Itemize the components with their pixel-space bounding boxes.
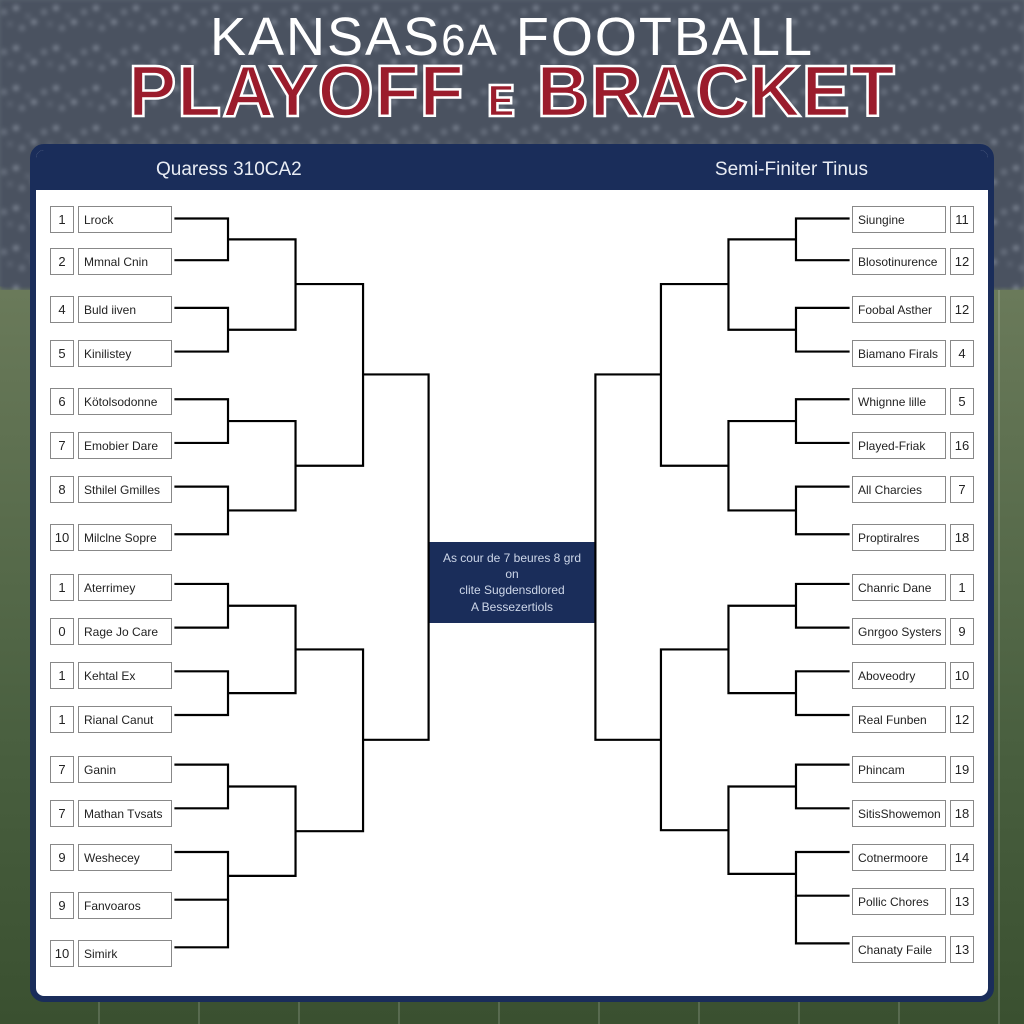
team-right-1: Blosotinurence bbox=[852, 248, 946, 275]
seed-right-13: 18 bbox=[950, 800, 974, 827]
team-left-6: Sthilel Gmilles bbox=[78, 476, 172, 503]
team-right-15: Pollic Chores bbox=[852, 888, 946, 915]
center-info-box: As cour de 7 beures 8 grd on clite Sugde… bbox=[428, 542, 596, 623]
team-right-10: Aboveodry bbox=[852, 662, 946, 689]
team-left-9: Rage Jo Care bbox=[78, 618, 172, 645]
team-right-9: Gnrgoo Systers bbox=[852, 618, 946, 645]
seed-right-3: 4 bbox=[950, 340, 974, 367]
seed-left-8: 1 bbox=[50, 574, 74, 601]
seed-left-13: 7 bbox=[50, 800, 74, 827]
seed-right-10: 10 bbox=[950, 662, 974, 689]
seed-right-9: 9 bbox=[950, 618, 974, 645]
seed-right-8: 1 bbox=[950, 574, 974, 601]
seed-right-6: 7 bbox=[950, 476, 974, 503]
seed-right-5: 16 bbox=[950, 432, 974, 459]
seed-left-11: 1 bbox=[50, 706, 74, 733]
seed-left-6: 8 bbox=[50, 476, 74, 503]
center-line-3: A Bessezertiols bbox=[438, 599, 586, 615]
center-line-2: clite Sugdensdlored bbox=[438, 582, 586, 598]
team-left-14: Weshecey bbox=[78, 844, 172, 871]
team-left-2: Buld iiven bbox=[78, 296, 172, 323]
header-left-label: Quaress 310CA2 bbox=[36, 159, 512, 181]
team-right-14: Cotnermoore bbox=[852, 844, 946, 871]
center-line-1: As cour de 7 beures 8 grd on bbox=[438, 550, 586, 582]
team-left-10: Kehtal Ex bbox=[78, 662, 172, 689]
team-right-5: Played-Friak bbox=[852, 432, 946, 459]
seed-left-1: 2 bbox=[50, 248, 74, 275]
seed-left-12: 7 bbox=[50, 756, 74, 783]
seed-left-7: 10 bbox=[50, 524, 74, 551]
team-right-0: Siungine bbox=[852, 206, 946, 233]
team-right-6: All Charcies bbox=[852, 476, 946, 503]
team-right-8: Chanric Dane bbox=[852, 574, 946, 601]
seed-right-12: 19 bbox=[950, 756, 974, 783]
bracket-header: Quaress 310CA2 Semi-Finiter Tinus bbox=[36, 150, 988, 190]
team-left-3: Kinilistey bbox=[78, 340, 172, 367]
team-left-0: Lrock bbox=[78, 206, 172, 233]
team-left-15: Fanvoaros bbox=[78, 892, 172, 919]
team-left-13: Mathan Tvsats bbox=[78, 800, 172, 827]
team-left-5: Emobier Dare bbox=[78, 432, 172, 459]
page-title: KANSAS6A FOOTBALL PLAYOFF ᴇ BRACKET bbox=[0, 6, 1024, 123]
seed-left-4: 6 bbox=[50, 388, 74, 415]
seed-right-2: 12 bbox=[950, 296, 974, 323]
seed-left-14: 9 bbox=[50, 844, 74, 871]
team-right-4: Whignne lille bbox=[852, 388, 946, 415]
seed-right-15: 13 bbox=[950, 888, 974, 915]
seed-left-5: 7 bbox=[50, 432, 74, 459]
team-right-3: Biamano Firals bbox=[852, 340, 946, 367]
team-left-4: Kötolsodonne bbox=[78, 388, 172, 415]
seed-right-4: 5 bbox=[950, 388, 974, 415]
title2-amp: ᴇ bbox=[486, 64, 516, 129]
title2-word-2: BRACKET bbox=[537, 52, 896, 132]
seed-left-15: 9 bbox=[50, 892, 74, 919]
seed-left-3: 5 bbox=[50, 340, 74, 367]
team-right-2: Foobal Asther bbox=[852, 296, 946, 323]
header-right-label: Semi-Finiter Tinus bbox=[512, 159, 988, 181]
team-right-11: Real Funben bbox=[852, 706, 946, 733]
seed-right-16: 13 bbox=[950, 936, 974, 963]
seed-right-0: 11 bbox=[950, 206, 974, 233]
seed-right-11: 12 bbox=[950, 706, 974, 733]
seed-right-7: 18 bbox=[950, 524, 974, 551]
seed-left-0: 1 bbox=[50, 206, 74, 233]
seed-right-14: 14 bbox=[950, 844, 974, 871]
seed-left-10: 1 bbox=[50, 662, 74, 689]
seed-left-16: 10 bbox=[50, 940, 74, 967]
seed-right-1: 12 bbox=[950, 248, 974, 275]
team-right-12: Phincam bbox=[852, 756, 946, 783]
team-left-16: Simirk bbox=[78, 940, 172, 967]
seed-left-2: 4 bbox=[50, 296, 74, 323]
seed-left-9: 0 bbox=[50, 618, 74, 645]
title-line-2: PLAYOFF ᴇ BRACKET bbox=[0, 62, 1024, 123]
team-left-7: Milclne Sopre bbox=[78, 524, 172, 551]
bracket-board: Quaress 310CA2 Semi-Finiter Tinus 1Lrock… bbox=[30, 144, 994, 1002]
title2-word-1: PLAYOFF bbox=[128, 52, 464, 132]
team-left-12: Ganin bbox=[78, 756, 172, 783]
team-right-16: Chanaty Faile bbox=[852, 936, 946, 963]
team-right-13: SitisShowemon bbox=[852, 800, 946, 827]
team-left-8: Aterrimey bbox=[78, 574, 172, 601]
team-left-11: Rianal Canut bbox=[78, 706, 172, 733]
team-left-1: Mmnal Cnin bbox=[78, 248, 172, 275]
team-right-7: Proptiralres bbox=[852, 524, 946, 551]
